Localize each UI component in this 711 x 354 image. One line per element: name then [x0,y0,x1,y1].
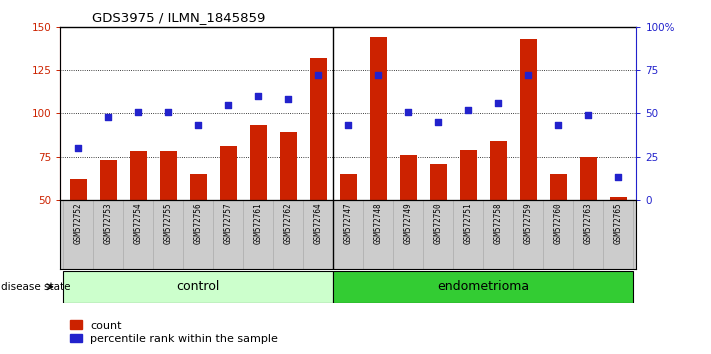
Text: GSM572750: GSM572750 [434,203,443,244]
Text: GSM572753: GSM572753 [104,203,113,244]
Point [493,100,504,106]
Bar [333,271,634,303]
Bar [100,160,117,287]
Text: GSM572762: GSM572762 [284,203,293,244]
Text: GSM572759: GSM572759 [524,203,533,244]
Bar [460,150,476,287]
Point [613,175,624,180]
Bar [220,146,237,287]
Point [193,122,204,128]
Bar [430,164,447,287]
Bar [160,152,176,287]
Bar [370,37,387,287]
Text: control: control [177,280,220,293]
Text: GSM572755: GSM572755 [164,203,173,244]
Point [463,107,474,113]
Text: disease state: disease state [1,282,70,292]
Point [163,109,174,114]
Bar [340,174,357,287]
Bar [250,125,267,287]
Point [313,72,324,78]
Bar [400,155,417,287]
Bar [190,174,207,287]
Legend: count, percentile rank within the sample: count, percentile rank within the sample [66,316,283,348]
Point [133,109,144,114]
Text: GSM572749: GSM572749 [404,203,413,244]
Bar [610,196,626,287]
Point [583,112,594,118]
Point [343,122,354,128]
Text: GSM572756: GSM572756 [194,203,203,244]
Text: GSM572763: GSM572763 [584,203,593,244]
Bar [550,174,567,287]
Point [283,97,294,102]
Text: GSM572765: GSM572765 [614,203,623,244]
Bar [520,39,537,287]
Text: GSM572752: GSM572752 [74,203,83,244]
Bar [130,152,146,287]
Text: GSM572761: GSM572761 [254,203,263,244]
Text: GSM572760: GSM572760 [554,203,563,244]
Text: GSM572747: GSM572747 [344,203,353,244]
Point [252,93,264,99]
Point [402,109,414,114]
Point [73,145,84,151]
Text: GSM572754: GSM572754 [134,203,143,244]
Point [552,122,564,128]
Text: endometrioma: endometrioma [437,280,530,293]
Text: GDS3975 / ILMN_1845859: GDS3975 / ILMN_1845859 [92,11,266,24]
Bar [70,179,87,287]
Bar [310,58,326,287]
Point [433,119,444,125]
Bar [63,271,333,303]
Text: GSM572758: GSM572758 [494,203,503,244]
Text: GSM572751: GSM572751 [464,203,473,244]
Text: GSM572764: GSM572764 [314,203,323,244]
Text: GSM572748: GSM572748 [374,203,383,244]
Point [523,72,534,78]
Point [223,102,234,108]
Bar [280,132,296,287]
Point [373,72,384,78]
Bar [490,141,507,287]
Text: GSM572757: GSM572757 [224,203,233,244]
Bar [580,156,597,287]
Point [102,114,114,120]
